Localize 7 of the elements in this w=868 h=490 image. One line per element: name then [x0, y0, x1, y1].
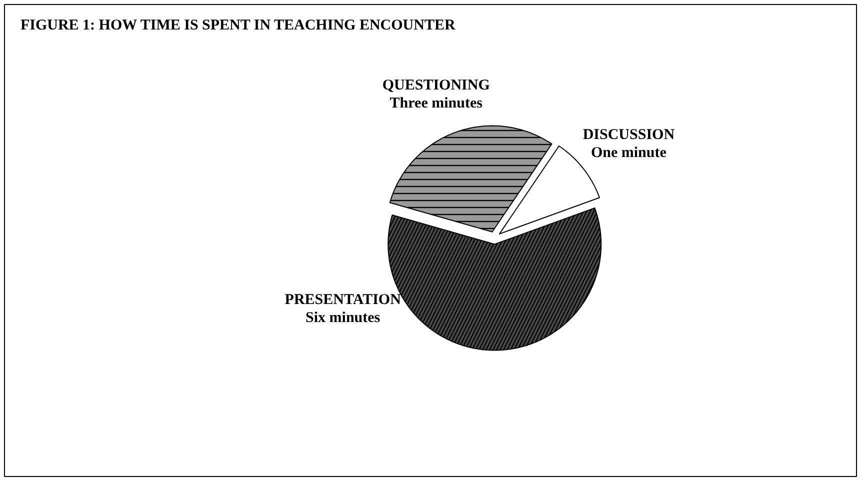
data-label: One minute [590, 145, 667, 162]
data-label: Three minutes [390, 95, 483, 112]
slice-label: QUESTIONING [382, 77, 490, 94]
slice-label: DISCUSSION [582, 127, 675, 144]
slice-label: PRESENTATION [284, 292, 402, 308]
data-label: Six minutes [306, 310, 380, 326]
chart-title: FIGURE 1: HOW TIME IS SPENT IN TEACHING ENCOUNTER [20, 18, 456, 34]
